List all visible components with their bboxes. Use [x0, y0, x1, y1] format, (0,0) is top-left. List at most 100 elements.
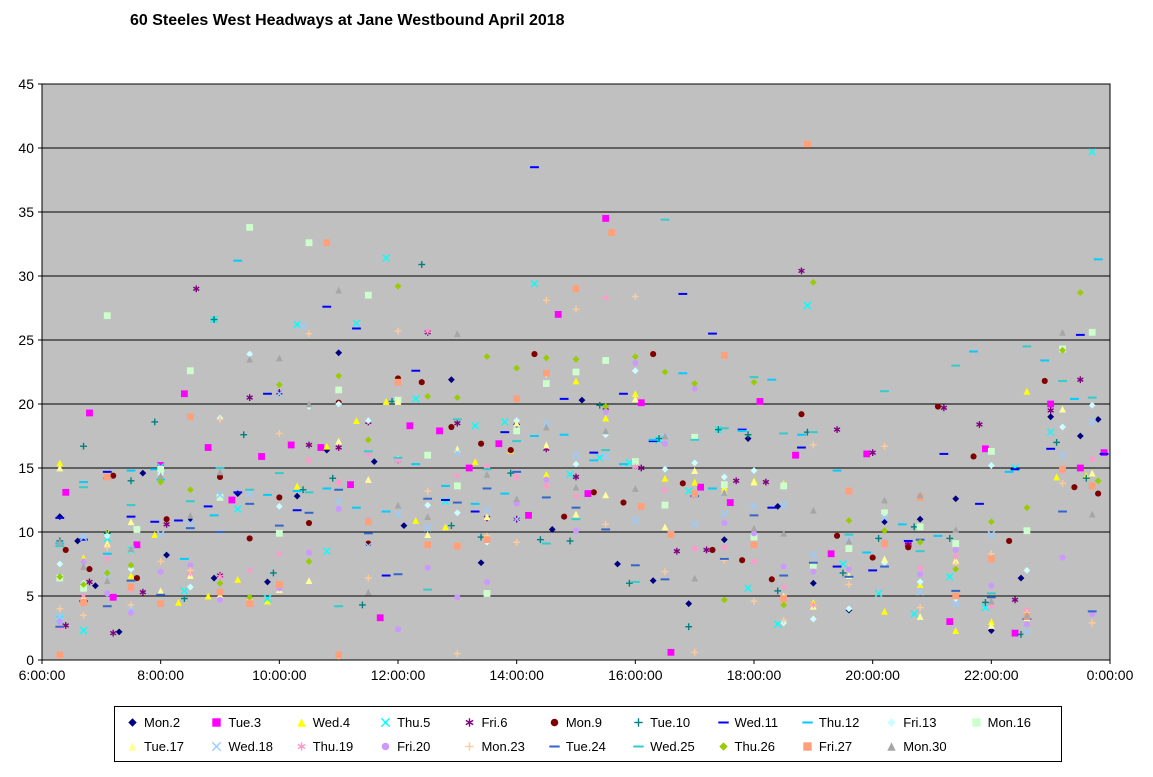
data-point	[988, 582, 995, 589]
data-point	[507, 447, 514, 454]
legend-item: Fri.27	[800, 739, 882, 754]
data-point	[798, 411, 805, 418]
data-point	[986, 592, 996, 595]
plot-area-border	[41, 83, 1111, 661]
data-point	[945, 572, 954, 581]
data-point	[163, 516, 170, 523]
data-point	[619, 392, 628, 395]
data-point	[839, 569, 847, 577]
data-point	[631, 485, 639, 492]
legend-item: Tue.10	[631, 715, 713, 730]
legend-item: Mon.23	[462, 739, 544, 754]
y-axis-tick-label: 20	[18, 396, 34, 412]
data-point	[216, 596, 224, 603]
data-point	[572, 527, 580, 534]
data-point	[453, 650, 461, 657]
legend-diamond-marker-icon	[718, 742, 728, 751]
data-point	[951, 589, 961, 592]
data-point	[1023, 621, 1030, 628]
data-point	[833, 426, 841, 433]
data-point	[452, 418, 462, 421]
series-Thu.12	[55, 258, 1103, 560]
data-point	[750, 478, 758, 486]
legend-x-marker-icon	[212, 741, 222, 752]
data-point	[394, 282, 402, 290]
data-point	[127, 583, 135, 591]
data-point	[263, 594, 272, 603]
data-point	[632, 463, 639, 471]
data-point	[809, 579, 817, 587]
data-point	[880, 565, 889, 568]
y-axis-tick-label: 0	[26, 652, 34, 668]
data-point	[287, 441, 295, 449]
data-point	[601, 452, 610, 461]
data-point	[56, 538, 64, 546]
data-point	[103, 473, 111, 481]
data-point	[808, 561, 818, 564]
data-point	[424, 531, 432, 538]
data-point	[916, 613, 924, 620]
legend-diamond-marker-icon	[887, 718, 896, 727]
data-point	[500, 431, 510, 434]
data-point	[1088, 482, 1096, 490]
data-point	[951, 599, 960, 608]
data-point	[749, 376, 759, 379]
data-point	[780, 563, 787, 570]
data-point	[363, 450, 373, 453]
data-point	[454, 419, 461, 427]
data-point	[80, 592, 87, 600]
data-point	[630, 580, 640, 583]
data-point	[774, 587, 782, 595]
legend-label: Mon.30	[903, 739, 947, 754]
data-point	[1023, 527, 1031, 535]
data-point	[127, 565, 135, 573]
data-point	[423, 524, 432, 533]
data-point	[602, 357, 610, 364]
data-point	[661, 501, 669, 509]
data-point	[245, 489, 254, 498]
data-point	[685, 600, 693, 608]
data-point	[1004, 470, 1014, 473]
data-point	[245, 502, 255, 505]
x-axis-tick-label: 18:00:00	[727, 667, 782, 683]
data-point	[779, 432, 789, 435]
data-point	[1076, 289, 1084, 297]
data-point	[1058, 510, 1067, 513]
data-point	[264, 597, 271, 605]
data-point	[975, 502, 984, 505]
data-point	[1088, 328, 1096, 336]
data-point	[103, 569, 111, 577]
data-point	[691, 574, 699, 582]
legend-label: Fri.6	[481, 715, 508, 730]
data-point	[453, 509, 461, 517]
y-axis-tick-label: 45	[18, 76, 34, 92]
data-point	[809, 441, 817, 449]
legend-item: Mon.2	[125, 715, 207, 730]
data-point	[691, 380, 699, 387]
data-point	[601, 449, 611, 452]
data-point	[697, 483, 704, 491]
legend-label: Fri.20	[397, 739, 431, 754]
scatter-plot: 0 5 10 15 20 25 30 35 40 45 6:00:00 8:00:00 10:00:00…	[18, 76, 1133, 683]
legend-label: Thu.5	[397, 715, 431, 730]
data-point	[513, 395, 521, 403]
data-point	[903, 539, 913, 542]
data-point	[1053, 473, 1060, 481]
data-point	[364, 574, 372, 582]
data-point	[424, 513, 432, 521]
data-point	[1059, 465, 1066, 473]
data-point	[80, 584, 87, 592]
legend-label: Fri.27	[818, 739, 853, 754]
y-axis-tick-label: 10	[18, 524, 34, 540]
data-point	[718, 742, 728, 751]
data-point	[1088, 510, 1096, 518]
legend-item: Wed.4	[294, 715, 376, 730]
data-point	[139, 588, 147, 596]
data-point	[750, 502, 758, 511]
data-point	[412, 517, 420, 524]
data-point	[240, 431, 248, 439]
x-axis-tick-label: 20:00:00	[845, 667, 900, 683]
data-point	[245, 488, 255, 491]
data-point	[56, 464, 64, 472]
data-point	[186, 567, 194, 574]
